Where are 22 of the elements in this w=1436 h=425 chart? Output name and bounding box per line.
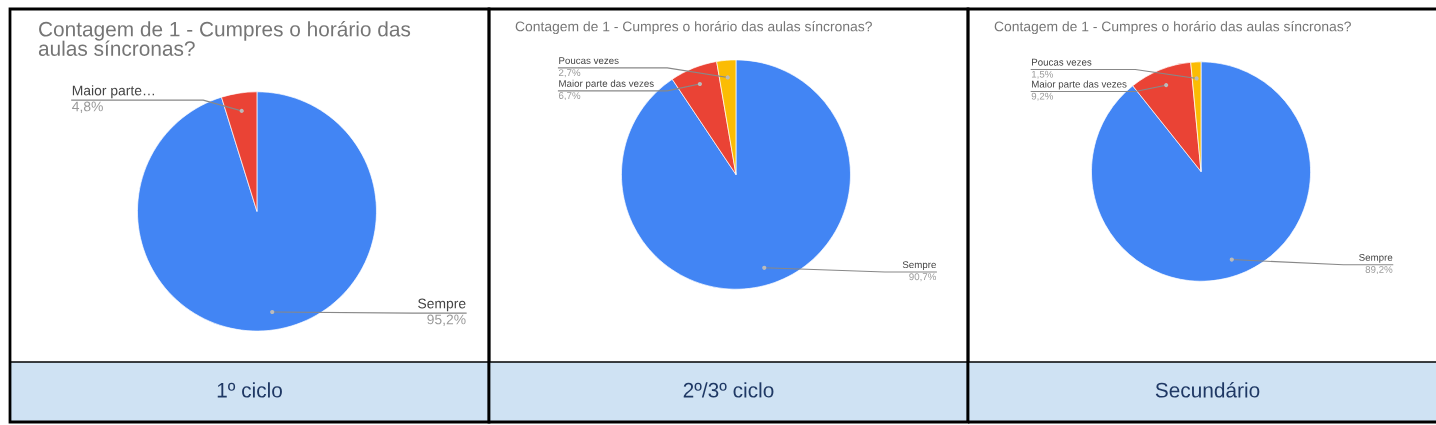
data-label: 9,2% [1031, 92, 1054, 101]
chart-title: Contagem de 1 - Cumpres o horário das aulas síncronas? [515, 21, 872, 35]
slice-label: Poucas vezes [559, 57, 619, 64]
data-label: 90,7% [909, 273, 937, 282]
slice-label: Sempre [418, 298, 466, 312]
chart-title: Contagem de 1 - Cumpres o horário das aulas síncronas? [994, 21, 1351, 35]
data-label: 4,8% [72, 101, 103, 113]
data-label: 1,5% [1031, 70, 1054, 79]
data-label: 95,2% [427, 314, 466, 326]
slice-label: Sempre [1359, 253, 1393, 263]
data-label: 6,7% [558, 92, 581, 101]
slice-label: Maior parte das vezes [1032, 80, 1127, 90]
text: Secundário [1155, 382, 1260, 398]
data-label: 2,7% [558, 69, 581, 78]
chart-title: Contagem de 1 - Cumpres o horário das aulas síncronas? [38, 21, 411, 56]
slice-label: Sempre [902, 261, 936, 271]
slice-label: Maior parte das vezes [559, 79, 654, 89]
slice-label: Poucas vezes [1032, 58, 1092, 66]
text: 1º ciclo [217, 382, 282, 398]
slice-label: Maior parte… [72, 85, 154, 99]
data-label: 89,2% [1365, 266, 1393, 275]
text: 2º/3º ciclo [683, 382, 774, 398]
